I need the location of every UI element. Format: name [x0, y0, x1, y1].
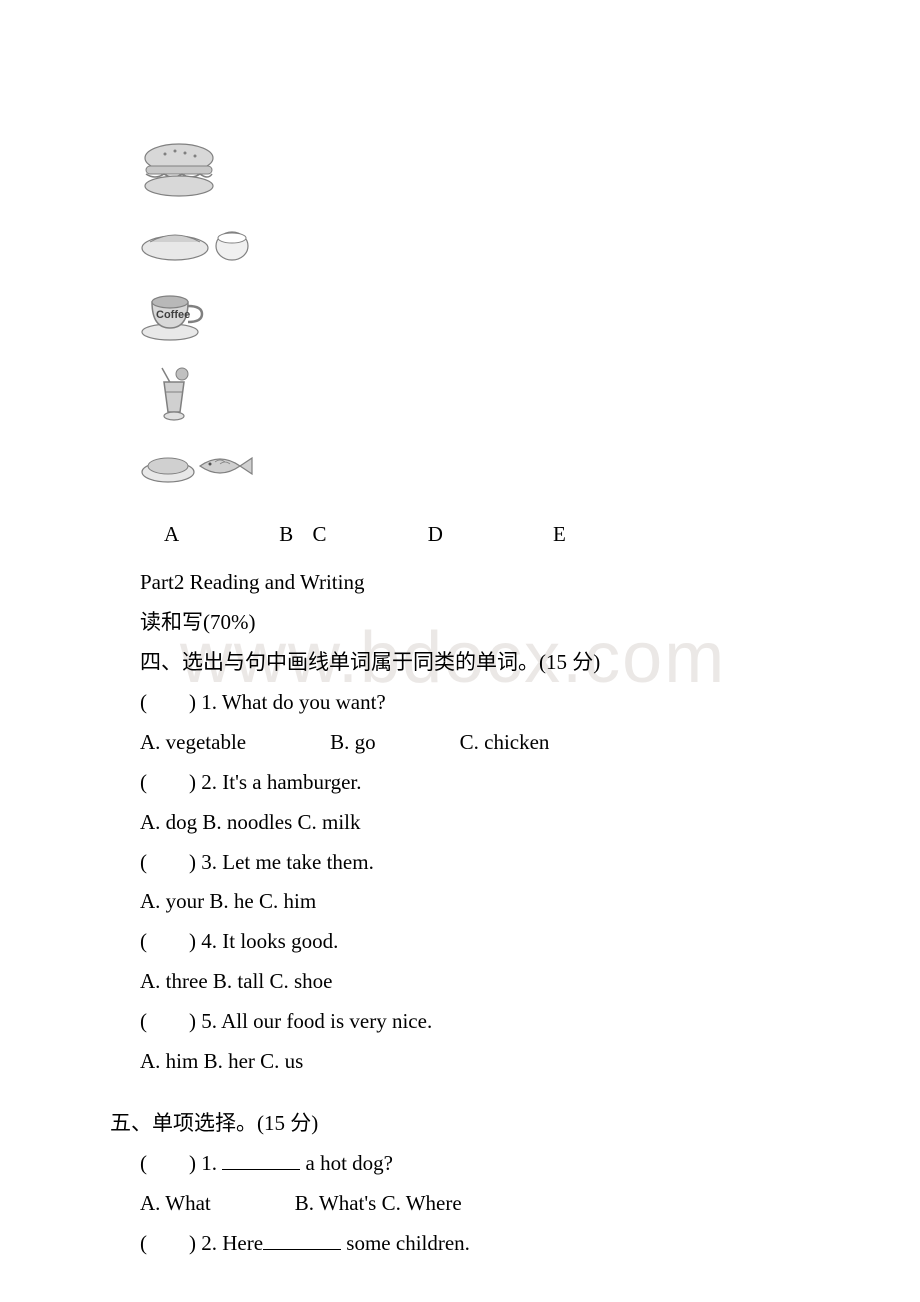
q5-1-opts: A. What B. What's C. Where	[140, 1184, 820, 1224]
coffee-image: Coffee	[140, 284, 820, 356]
rice-image	[140, 220, 820, 276]
hamburger-image	[140, 140, 820, 212]
section5-title: 五、单项选择。(15 分)	[110, 1104, 820, 1144]
section4-title: 四、选出与句中画线单词属于同类的单词。(15 分)	[140, 643, 820, 683]
fish-image	[140, 444, 820, 498]
q4-1-opts: A. vegetable B. go C. chicken	[140, 723, 820, 763]
q4-4-stem: ( ) 4. It looks good.	[140, 922, 820, 962]
section5-block: 五、单项选择。(15 分) ( ) 1. a hot dog? A. What …	[110, 1104, 820, 1264]
q5-1-stem-b: a hot dog?	[300, 1151, 393, 1175]
svg-text:Coffee: Coffee	[156, 309, 190, 321]
label-b: B	[279, 515, 307, 555]
q4-5-opts: A. him B. her C. us	[140, 1042, 820, 1082]
q4-2-opts: A. dog B. noodles C. milk	[140, 803, 820, 843]
q4-2-stem: ( ) 2. It's a hamburger.	[140, 763, 820, 803]
q4-3-stem: ( ) 3. Let me take them.	[140, 843, 820, 883]
part2-title: Part2 Reading and Writing	[140, 563, 820, 603]
page-content: Coffee A B C D	[140, 140, 820, 1263]
blank-1[interactable]	[222, 1152, 300, 1170]
q4-4-opts: A. three B. tall C. shoe	[140, 962, 820, 1002]
label-a: A	[164, 515, 274, 555]
image-labels-row: A B C D E	[164, 515, 820, 555]
q5-1-stem-a: ( ) 1.	[140, 1151, 222, 1175]
q4-3-opts: A. your B. he C. him	[140, 882, 820, 922]
label-d: D	[428, 515, 548, 555]
q4-5-stem: ( ) 5. All our food is very nice.	[140, 1002, 820, 1042]
juice-image	[140, 364, 820, 436]
q5-2-stem: ( ) 2. Here some children.	[140, 1224, 820, 1264]
part2-subtitle: 读和写(70%)	[140, 603, 820, 643]
label-c: C	[313, 515, 423, 555]
q4-1-stem: ( ) 1. What do you want?	[140, 683, 820, 723]
q5-2-stem-a: ( ) 2. Here	[140, 1231, 263, 1255]
q5-1-stem: ( ) 1. a hot dog?	[140, 1144, 820, 1184]
image-column: Coffee	[140, 140, 820, 497]
q5-2-stem-b: some children.	[341, 1231, 470, 1255]
blank-2[interactable]	[263, 1232, 341, 1250]
label-e: E	[553, 515, 566, 555]
